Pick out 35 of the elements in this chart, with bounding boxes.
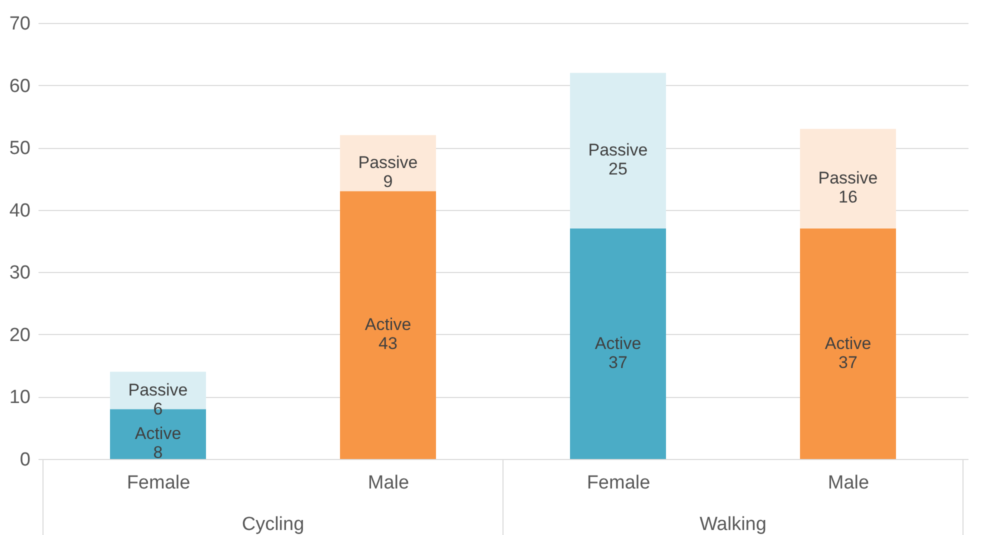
data-label: 43 (378, 334, 398, 354)
data-label: 37 (608, 352, 628, 372)
data-label: 16 (838, 188, 858, 207)
data-label: 8 (153, 443, 163, 462)
text: Passive (358, 153, 418, 172)
y-tick-label: 10 (9, 387, 30, 408)
bar (800, 128, 896, 229)
x-tick-label: Male (828, 472, 870, 494)
series-label: Active (134, 424, 182, 444)
y-tick-label: 30 (9, 262, 30, 284)
y-tick-label: 20 (9, 324, 30, 346)
x-tick-label: Male (368, 472, 410, 494)
text: Active (364, 315, 412, 334)
text: Active (824, 334, 872, 353)
text: Active (594, 334, 642, 353)
data-label: 25 (608, 160, 628, 179)
bar (800, 228, 896, 459)
series-label: Passive (128, 380, 188, 400)
y-tick-label: 0 (20, 450, 30, 470)
data-label: 37 (838, 352, 858, 372)
y-tick-label: 50 (9, 138, 30, 160)
x-tick-label: Female (586, 472, 650, 494)
data-label: 9 (383, 172, 393, 192)
y-tick-label: 60 (9, 76, 30, 97)
y-tick-label: 70 (9, 14, 30, 34)
text: Walking (700, 514, 766, 535)
bar (340, 135, 436, 192)
bar (570, 72, 666, 229)
bar (570, 228, 666, 459)
text: Cycling (242, 514, 304, 535)
text: Passive (588, 140, 648, 160)
y-tick-label: 40 (9, 200, 30, 222)
text: Passive (818, 168, 878, 188)
bar (340, 191, 436, 459)
x-tick-label: Female (126, 472, 190, 494)
